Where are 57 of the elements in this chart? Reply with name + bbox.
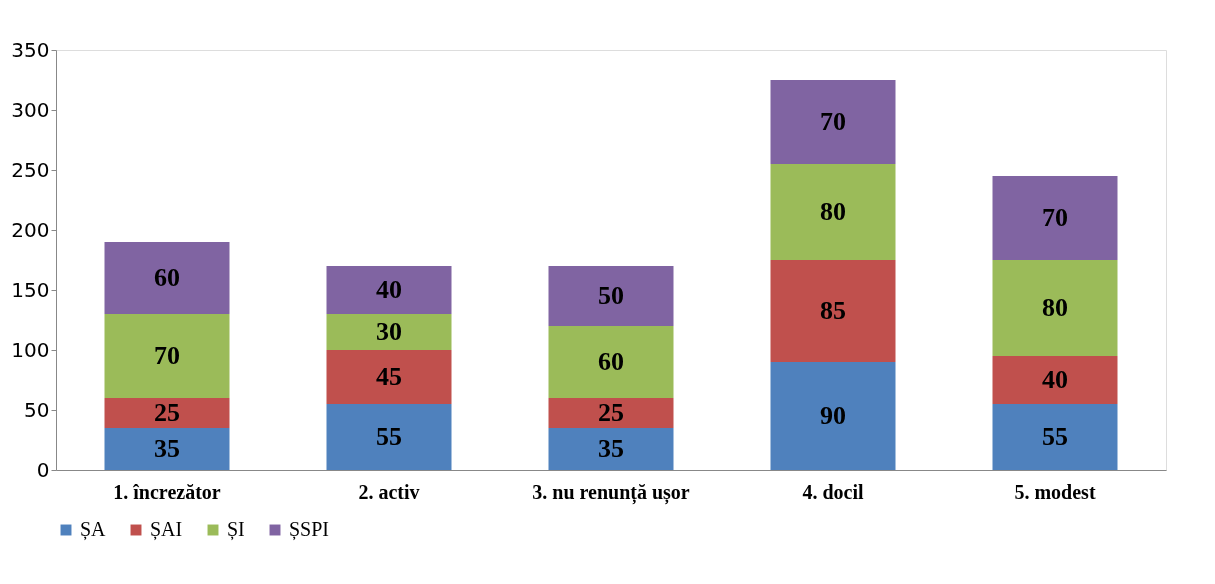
legend-label: ȘAI xyxy=(150,518,183,541)
y-tick-label: 0 xyxy=(36,457,50,482)
data-label: 25 xyxy=(154,398,180,427)
data-label: 35 xyxy=(598,434,624,463)
data-label: 50 xyxy=(598,281,624,310)
bar xyxy=(992,356,1118,404)
bar xyxy=(770,260,896,362)
x-tick-label: 5. modest xyxy=(1014,480,1096,503)
bar xyxy=(770,362,896,470)
data-label: 40 xyxy=(1042,365,1068,394)
data-label: 85 xyxy=(820,296,846,325)
data-label: 55 xyxy=(1042,422,1068,451)
legend-label: ȘSPI xyxy=(289,518,330,541)
legend-label: ȘA xyxy=(80,518,107,541)
bar xyxy=(326,266,452,314)
bar xyxy=(326,350,452,404)
y-tick-label: 100 xyxy=(11,337,50,362)
bar xyxy=(104,314,230,398)
y-tick-label: 200 xyxy=(11,217,50,242)
bar xyxy=(104,398,230,428)
data-label: 55 xyxy=(376,422,402,451)
bar xyxy=(326,404,452,470)
data-label: 70 xyxy=(1042,203,1068,232)
data-label: 35 xyxy=(154,434,180,463)
data-label: 60 xyxy=(154,263,180,292)
bar xyxy=(326,314,452,350)
data-label: 60 xyxy=(598,347,624,376)
x-tick-label: 2. activ xyxy=(358,480,420,503)
x-tick-label: 3. nu renunță ușor xyxy=(532,480,690,505)
y-tick-label: 300 xyxy=(11,97,50,122)
data-label: 70 xyxy=(154,341,180,370)
bar xyxy=(770,164,896,260)
data-label: 25 xyxy=(598,398,624,427)
y-tick-label: 150 xyxy=(11,277,50,302)
legend-label: ȘI xyxy=(227,518,245,541)
bar xyxy=(104,428,230,470)
y-tick-label: 250 xyxy=(11,157,50,182)
bar xyxy=(548,266,674,326)
data-label: 90 xyxy=(820,401,846,430)
data-label: 80 xyxy=(1042,293,1068,322)
data-label: 30 xyxy=(376,317,402,346)
data-label: 45 xyxy=(376,362,402,391)
x-tick-label: 4. docil xyxy=(802,480,864,503)
x-tick-label: 1. încrezător xyxy=(113,480,221,503)
data-label: 70 xyxy=(820,107,846,136)
bar xyxy=(548,398,674,428)
bar xyxy=(548,428,674,470)
y-tick-label: 50 xyxy=(24,397,50,422)
bar xyxy=(770,80,896,164)
data-label: 80 xyxy=(820,197,846,226)
bar xyxy=(548,326,674,398)
bar xyxy=(992,260,1118,356)
bar xyxy=(992,176,1118,260)
bar xyxy=(104,242,230,314)
y-tick-label: 350 xyxy=(11,37,50,62)
bar xyxy=(992,404,1118,470)
data-label: 40 xyxy=(376,275,402,304)
